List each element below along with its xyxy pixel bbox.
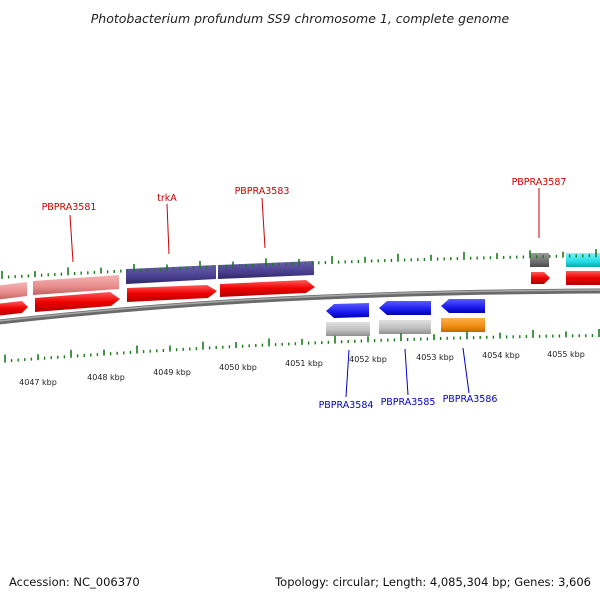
gene-purple-trka[interactable]	[126, 265, 216, 284]
axis-label: 4048 kbp	[87, 373, 125, 382]
gene-cyan[interactable]	[566, 253, 600, 267]
accession-text: Accession: NC_006370	[9, 575, 140, 589]
gene-label-pbpra3584[interactable]: PBPRA3584	[319, 400, 374, 411]
map-title: Photobacterium profundum SS9 chromosome …	[91, 11, 510, 26]
cds-arrow[interactable]	[566, 271, 600, 285]
gene-purple-pbpra3583[interactable]	[218, 261, 314, 279]
axis-label: 4053 kbp	[416, 353, 454, 362]
reverse-tick-ruler	[4, 329, 600, 363]
gene-blue-pbpra3585[interactable]	[379, 301, 431, 315]
axis-label: 4052 kbp	[349, 355, 387, 364]
gene-label-pbpra3587[interactable]: PBPRA3587	[512, 177, 567, 188]
cds-arrow[interactable]	[220, 280, 315, 297]
axis-label: 4047 kbp	[19, 378, 57, 387]
forward-tick-ruler	[1, 249, 597, 279]
gene-label-pbpra3581[interactable]: PBPRA3581	[42, 202, 97, 213]
gene-pink[interactable]	[33, 275, 119, 295]
gene-grey[interactable]	[326, 322, 370, 336]
reverse-gene-track	[326, 299, 485, 336]
gene-label-pbpra3585[interactable]: PBPRA3585	[381, 397, 436, 408]
gene-grey[interactable]	[379, 320, 431, 334]
gene-label-trka[interactable]: trkA	[157, 193, 177, 204]
cds-arrow[interactable]	[35, 292, 120, 312]
forward-cds-track	[0, 271, 600, 316]
forward-gene-track	[0, 253, 600, 300]
gene-dark-pbpra3587[interactable]	[530, 253, 549, 267]
reverse-gene-labels: PBPRA3584 PBPRA3585 PBPRA3586	[319, 347, 498, 411]
forward-gene-labels: PBPRA3581 trkA PBPRA3583 PBPRA3587	[42, 177, 567, 263]
gene-orange[interactable]	[441, 318, 485, 332]
cds-arrow[interactable]	[531, 272, 550, 284]
topology-text: Topology: circular; Length: 4,085,304 bp…	[274, 575, 591, 589]
axis-label: 4055 kbp	[547, 350, 585, 359]
axis-labels: 4047 kbp 4048 kbp 4049 kbp 4050 kbp 4051…	[19, 350, 585, 387]
axis-label: 4049 kbp	[153, 368, 191, 377]
gene-pink-partial[interactable]	[0, 282, 27, 300]
gene-blue-pbpra3584[interactable]	[326, 303, 369, 318]
gene-blue-pbpra3586[interactable]	[441, 299, 485, 313]
genome-backbone	[0, 288, 600, 325]
gene-label-pbpra3586[interactable]: PBPRA3586	[443, 394, 498, 405]
cds-arrow[interactable]	[127, 285, 217, 302]
gene-label-pbpra3583[interactable]: PBPRA3583	[235, 186, 290, 197]
cds-arrow[interactable]	[0, 301, 28, 316]
axis-label: 4051 kbp	[285, 359, 323, 368]
axis-label: 4054 kbp	[482, 351, 520, 360]
axis-label: 4050 kbp	[219, 363, 257, 372]
